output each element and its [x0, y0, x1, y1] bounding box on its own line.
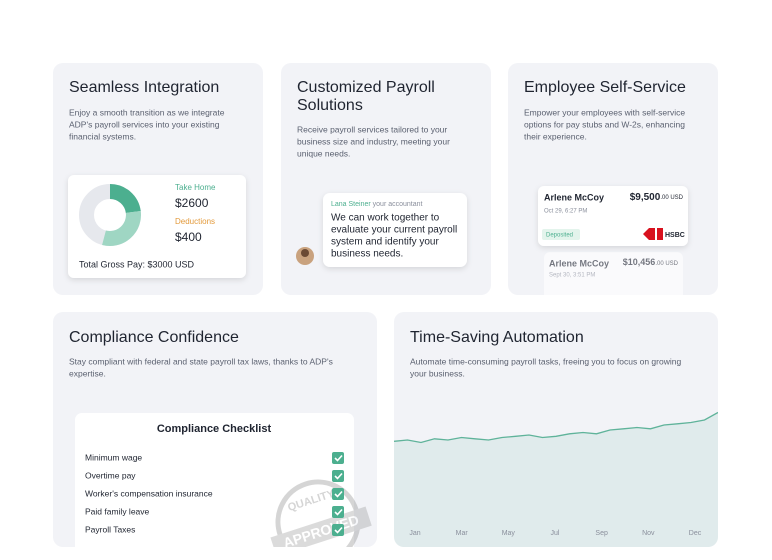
- x-tick-label: Sep: [595, 530, 608, 537]
- donut-segment: [109, 184, 141, 214]
- card-title: Time-Saving Automation: [410, 329, 584, 346]
- description: Enjoy a smooth transition as we integrat…: [69, 107, 225, 117]
- stub-name: Arlene McCoy: [544, 192, 604, 202]
- amount: $9,500: [630, 192, 661, 203]
- message: system and identify your: [331, 237, 439, 248]
- sender-name: Lana Steiner: [331, 201, 371, 208]
- line: [394, 411, 718, 444]
- card-title: Seamless Integration: [69, 79, 219, 96]
- amount: $10,456: [623, 257, 656, 267]
- stamp-band: [270, 506, 372, 547]
- stub-date: Sept 30, 3:51 PM: [549, 273, 595, 279]
- message: business needs.: [331, 249, 403, 260]
- checklist-item: Overtime pay: [85, 470, 136, 480]
- chat-bubble: [323, 193, 467, 267]
- card: [394, 312, 718, 547]
- checkbox: [332, 452, 344, 464]
- description: ADP's payroll services into your existin…: [69, 119, 220, 129]
- checkmark: [334, 490, 343, 498]
- checkmark: [334, 454, 343, 462]
- stub-name: Arlene McCoy: [549, 258, 609, 268]
- description: Receive payroll services tailored to you…: [297, 124, 447, 134]
- description: business size and industry, meeting your: [297, 136, 450, 146]
- description: Empower your employees with self-service: [524, 107, 685, 117]
- card-title: Customized Payroll: [297, 79, 435, 96]
- card-title: Compliance Confidence: [69, 329, 239, 346]
- chart: Jan Mar May Jul Sep Nov Dec: [394, 411, 718, 547]
- x-tick-label: Jan: [409, 530, 420, 537]
- message: We can work together to: [331, 213, 440, 224]
- avatar-hair: [301, 249, 309, 257]
- x-tick-label: Mar: [456, 530, 469, 537]
- description: their experience.: [524, 131, 587, 141]
- amount: $2600: [175, 196, 209, 210]
- card-title: Employee Self-Service: [524, 79, 686, 96]
- message: evaluate your current payroll: [331, 225, 457, 236]
- bank: HSBC: [665, 232, 685, 239]
- checklist-item: Paid family leave: [85, 506, 150, 516]
- description: financial systems.: [69, 131, 136, 141]
- checkbox: [332, 506, 344, 518]
- stamp-ring: [275, 479, 361, 547]
- checkmark: [334, 526, 343, 534]
- card-title: Solutions: [297, 97, 363, 114]
- area: [394, 412, 718, 547]
- checklist-card: [75, 413, 354, 547]
- description: Automate time-consuming payroll tasks, f…: [410, 356, 681, 366]
- label: Take Home: [175, 183, 216, 192]
- donut-segment: [102, 211, 141, 246]
- x-tick-label: Jul: [551, 530, 560, 537]
- cents: .00 USD: [660, 195, 683, 201]
- cents: .00 USD: [655, 261, 678, 267]
- label: Deductions: [175, 217, 215, 226]
- description: Stay compliant with federal and state pa…: [69, 356, 333, 366]
- checklist-title: Compliance Checklist: [157, 423, 272, 435]
- checklist: Compliance Checklist QUALITY APPROVED Mi…: [75, 413, 372, 547]
- stub-card: [544, 252, 683, 295]
- checkbox: [332, 470, 344, 482]
- description: options for pay stubs and W-2s, enhancin…: [524, 119, 685, 129]
- x-tick-label: May: [502, 530, 516, 537]
- pay-stub: Arlene McCoy Oct 29, 6:27 PM $9,500.00 U…: [538, 186, 688, 246]
- stub-stack: Arlene McCoy Sept 30, 3:51 PM $10,456.00…: [538, 186, 688, 295]
- checklist-item: Worker's compensation insurance: [85, 488, 213, 498]
- sender-role: your accountant: [373, 201, 423, 208]
- stub-amount: $9,500.00 USD: [630, 192, 684, 203]
- status-pill: [542, 229, 580, 240]
- pay-stub: Arlene McCoy Sept 30, 3:51 PM $10,456.00…: [544, 252, 683, 295]
- description: your business.: [410, 368, 465, 378]
- x-tick-label: Nov: [642, 530, 655, 537]
- checklist-item: Minimum wage: [85, 452, 142, 462]
- total: Total Gross Pay: $3000 USD: [79, 259, 195, 269]
- summary-card: [68, 175, 246, 278]
- stub-date: Oct 29, 6:27 PM: [544, 209, 587, 215]
- stub-amount: $10,456.00 USD: [623, 257, 679, 267]
- checkbox: [332, 524, 344, 536]
- checkmark: [334, 472, 343, 480]
- sender: Lana Steiner your accountant: [331, 201, 423, 208]
- status: Deposited: [546, 233, 573, 239]
- x-tick-label: Dec: [689, 530, 702, 537]
- description: expertise.: [69, 368, 106, 378]
- checklist-item: Payroll Taxes: [85, 524, 135, 534]
- checkbox: [332, 488, 344, 500]
- bank-logo: [643, 228, 663, 240]
- checkmark: [334, 508, 343, 516]
- description: unique needs.: [297, 148, 350, 158]
- amount: $400: [175, 230, 202, 244]
